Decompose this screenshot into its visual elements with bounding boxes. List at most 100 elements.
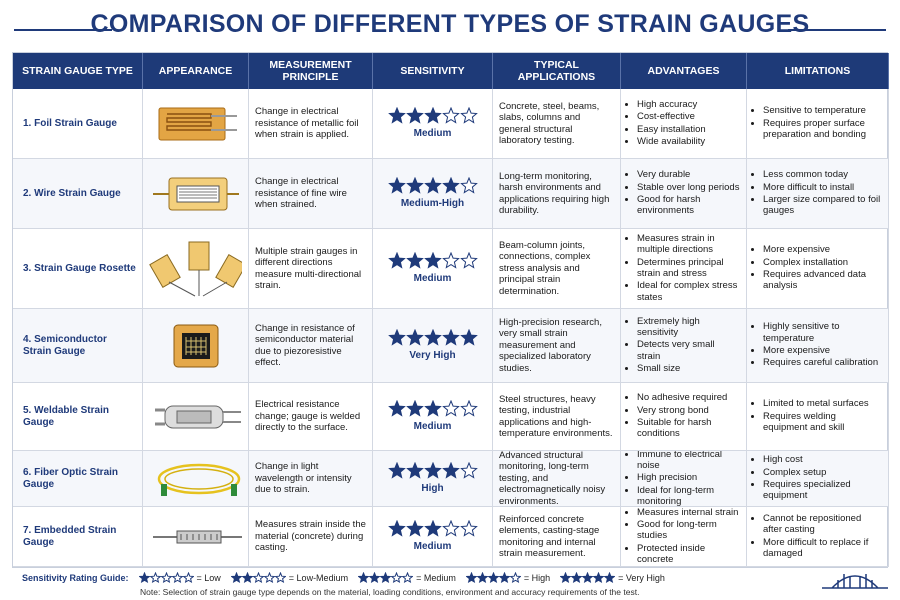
- limitation-item: Less common today: [763, 169, 882, 180]
- star-filled: [459, 329, 478, 346]
- sensitivity: Medium: [373, 383, 493, 451]
- advantages-list: Measures internal strainGood for long-te…: [627, 507, 740, 566]
- star-filled: [405, 329, 424, 346]
- star-filled: [487, 572, 500, 584]
- star-filled: [581, 572, 594, 584]
- gauge-type: 6. Fiber Optic Strain Gauge: [13, 451, 143, 507]
- stars: [230, 572, 286, 584]
- stars: [387, 252, 478, 269]
- star-rating: [387, 400, 478, 417]
- star-empty: [459, 252, 478, 269]
- advantages: No adhesive required Very strong bondSuit…: [621, 383, 747, 451]
- star-filled: [387, 400, 406, 417]
- column-header: APPEARANCE: [143, 53, 249, 89]
- limitation-item: More difficult to install: [763, 182, 882, 193]
- advantage-item: Very strong bond: [637, 405, 740, 416]
- appearance: [143, 89, 249, 159]
- legend-label: = Low: [196, 573, 221, 583]
- limitation-item: Requires welding equipment and skill: [763, 411, 882, 434]
- star-rating: [387, 462, 478, 479]
- star-rating: [387, 107, 478, 124]
- limitations-list: Cannot be repositioned after castingMore…: [753, 513, 882, 561]
- gauge-type: 3. Strain Gauge Rosette: [13, 229, 143, 309]
- limitation-item: Complex installation: [763, 257, 882, 268]
- applications: High-precision research, very small stra…: [493, 309, 621, 383]
- advantages: Measures internal strainGood for long-te…: [621, 507, 747, 567]
- stars: [358, 572, 414, 584]
- star-filled: [387, 520, 406, 537]
- star-empty: [274, 572, 286, 584]
- limitations-list: Limited to metal surfaces Requires weldin…: [753, 398, 882, 434]
- advantages-list: Measures strain in multiple directionsDe…: [627, 233, 740, 304]
- star-empty: [509, 572, 521, 584]
- advantage-item: Easy installation: [637, 124, 706, 135]
- comparison-table: STRAIN GAUGE TYPE APPEARANCE MEASUREMENT P…: [12, 52, 889, 568]
- star-rating: [358, 572, 414, 584]
- stars: [387, 329, 478, 346]
- sensitivity-label: Medium: [413, 421, 452, 432]
- limitation-item: Cannot be repositioned after casting: [763, 513, 882, 536]
- legend-title: Sensitivity Rating Guide:: [22, 573, 129, 583]
- advantages: High accuracyCost-effective Easy installa…: [621, 89, 747, 159]
- star-filled: [441, 177, 460, 194]
- star-empty: [252, 572, 265, 584]
- advantage-item: Measures strain in multiple directions: [637, 233, 740, 256]
- star-empty: [459, 107, 478, 124]
- principle: Change in electrical resistance of fine …: [249, 159, 373, 229]
- star-empty: [170, 572, 184, 584]
- stars: [465, 572, 521, 584]
- appearance: [143, 383, 249, 451]
- star-empty: [441, 400, 460, 417]
- advantages: Immune to electrical noiseHigh precision…: [621, 451, 747, 507]
- gauge-type: 7. Embedded Strain Gauge: [13, 507, 143, 567]
- star-empty: [401, 572, 414, 584]
- star-filled: [476, 572, 489, 584]
- limitations-list: High cost Complex setupRequires specializ…: [753, 454, 882, 503]
- sensitivity-label: High: [421, 483, 444, 494]
- sensitivity: Very High: [373, 309, 493, 383]
- star-filled: [405, 400, 424, 417]
- star-rating: [387, 252, 478, 269]
- star-empty: [459, 177, 478, 194]
- column-header: MEASUREMENT PRINCIPLE: [249, 53, 373, 89]
- gauge-type: 5. Weldable Strain Gauge: [13, 383, 143, 451]
- principle: Electrical resistance change; gauge is w…: [249, 383, 373, 451]
- advantages: Extremely high sensitivityDetects very s…: [621, 309, 747, 383]
- applications: Advanced structural monitoring, long-ter…: [493, 451, 621, 507]
- title-decor: [14, 29, 886, 31]
- limitations-list: More expensive Complex installationRequir…: [753, 244, 882, 293]
- advantage-item: Small size: [637, 363, 740, 374]
- advantage-item: Immune to electrical noise: [637, 451, 740, 471]
- gauge-type: 1. Foil Strain Gauge: [13, 89, 143, 159]
- limitations-list: Sensitive to temperature Requires proper …: [753, 105, 882, 141]
- star-filled: [405, 252, 424, 269]
- star-filled: [570, 572, 583, 584]
- stars: [387, 400, 478, 417]
- gauge-illustration: [155, 405, 241, 428]
- advantage-item: Cost-effective: [637, 111, 706, 122]
- advantage-item: High accuracy: [637, 99, 706, 110]
- gauge-type: 4. Semiconductor Strain Gauge: [13, 309, 143, 383]
- legend-label: = High: [523, 573, 551, 583]
- star-filled: [387, 107, 406, 124]
- bridge-icon: [822, 574, 888, 589]
- star-filled: [387, 329, 406, 346]
- stars: [387, 177, 478, 194]
- star-empty: [181, 572, 194, 584]
- column-header: TYPICAL APPLICATIONS: [493, 53, 621, 89]
- limitation-item: Requires careful calibration: [763, 357, 882, 368]
- appearance: [143, 507, 249, 567]
- star-filled: [423, 107, 442, 124]
- star-rating: [387, 177, 478, 194]
- star-rating: [560, 572, 616, 584]
- star-empty: [390, 572, 403, 584]
- applications: Concrete, steel, beams, slabs, columns a…: [493, 89, 621, 159]
- limitations-list: Highly sensitive to temperatureMore expe…: [753, 321, 882, 370]
- advantage-item: Wide availability: [637, 136, 706, 147]
- legend-label: = Medium: [416, 573, 456, 583]
- applications: Long-term monitoring, harsh environments…: [493, 159, 621, 229]
- gauge-illustration: [153, 530, 242, 543]
- advantage-item: Protected inside concrete: [637, 543, 740, 566]
- legend-item: = High: [465, 572, 551, 584]
- star-filled: [230, 572, 243, 584]
